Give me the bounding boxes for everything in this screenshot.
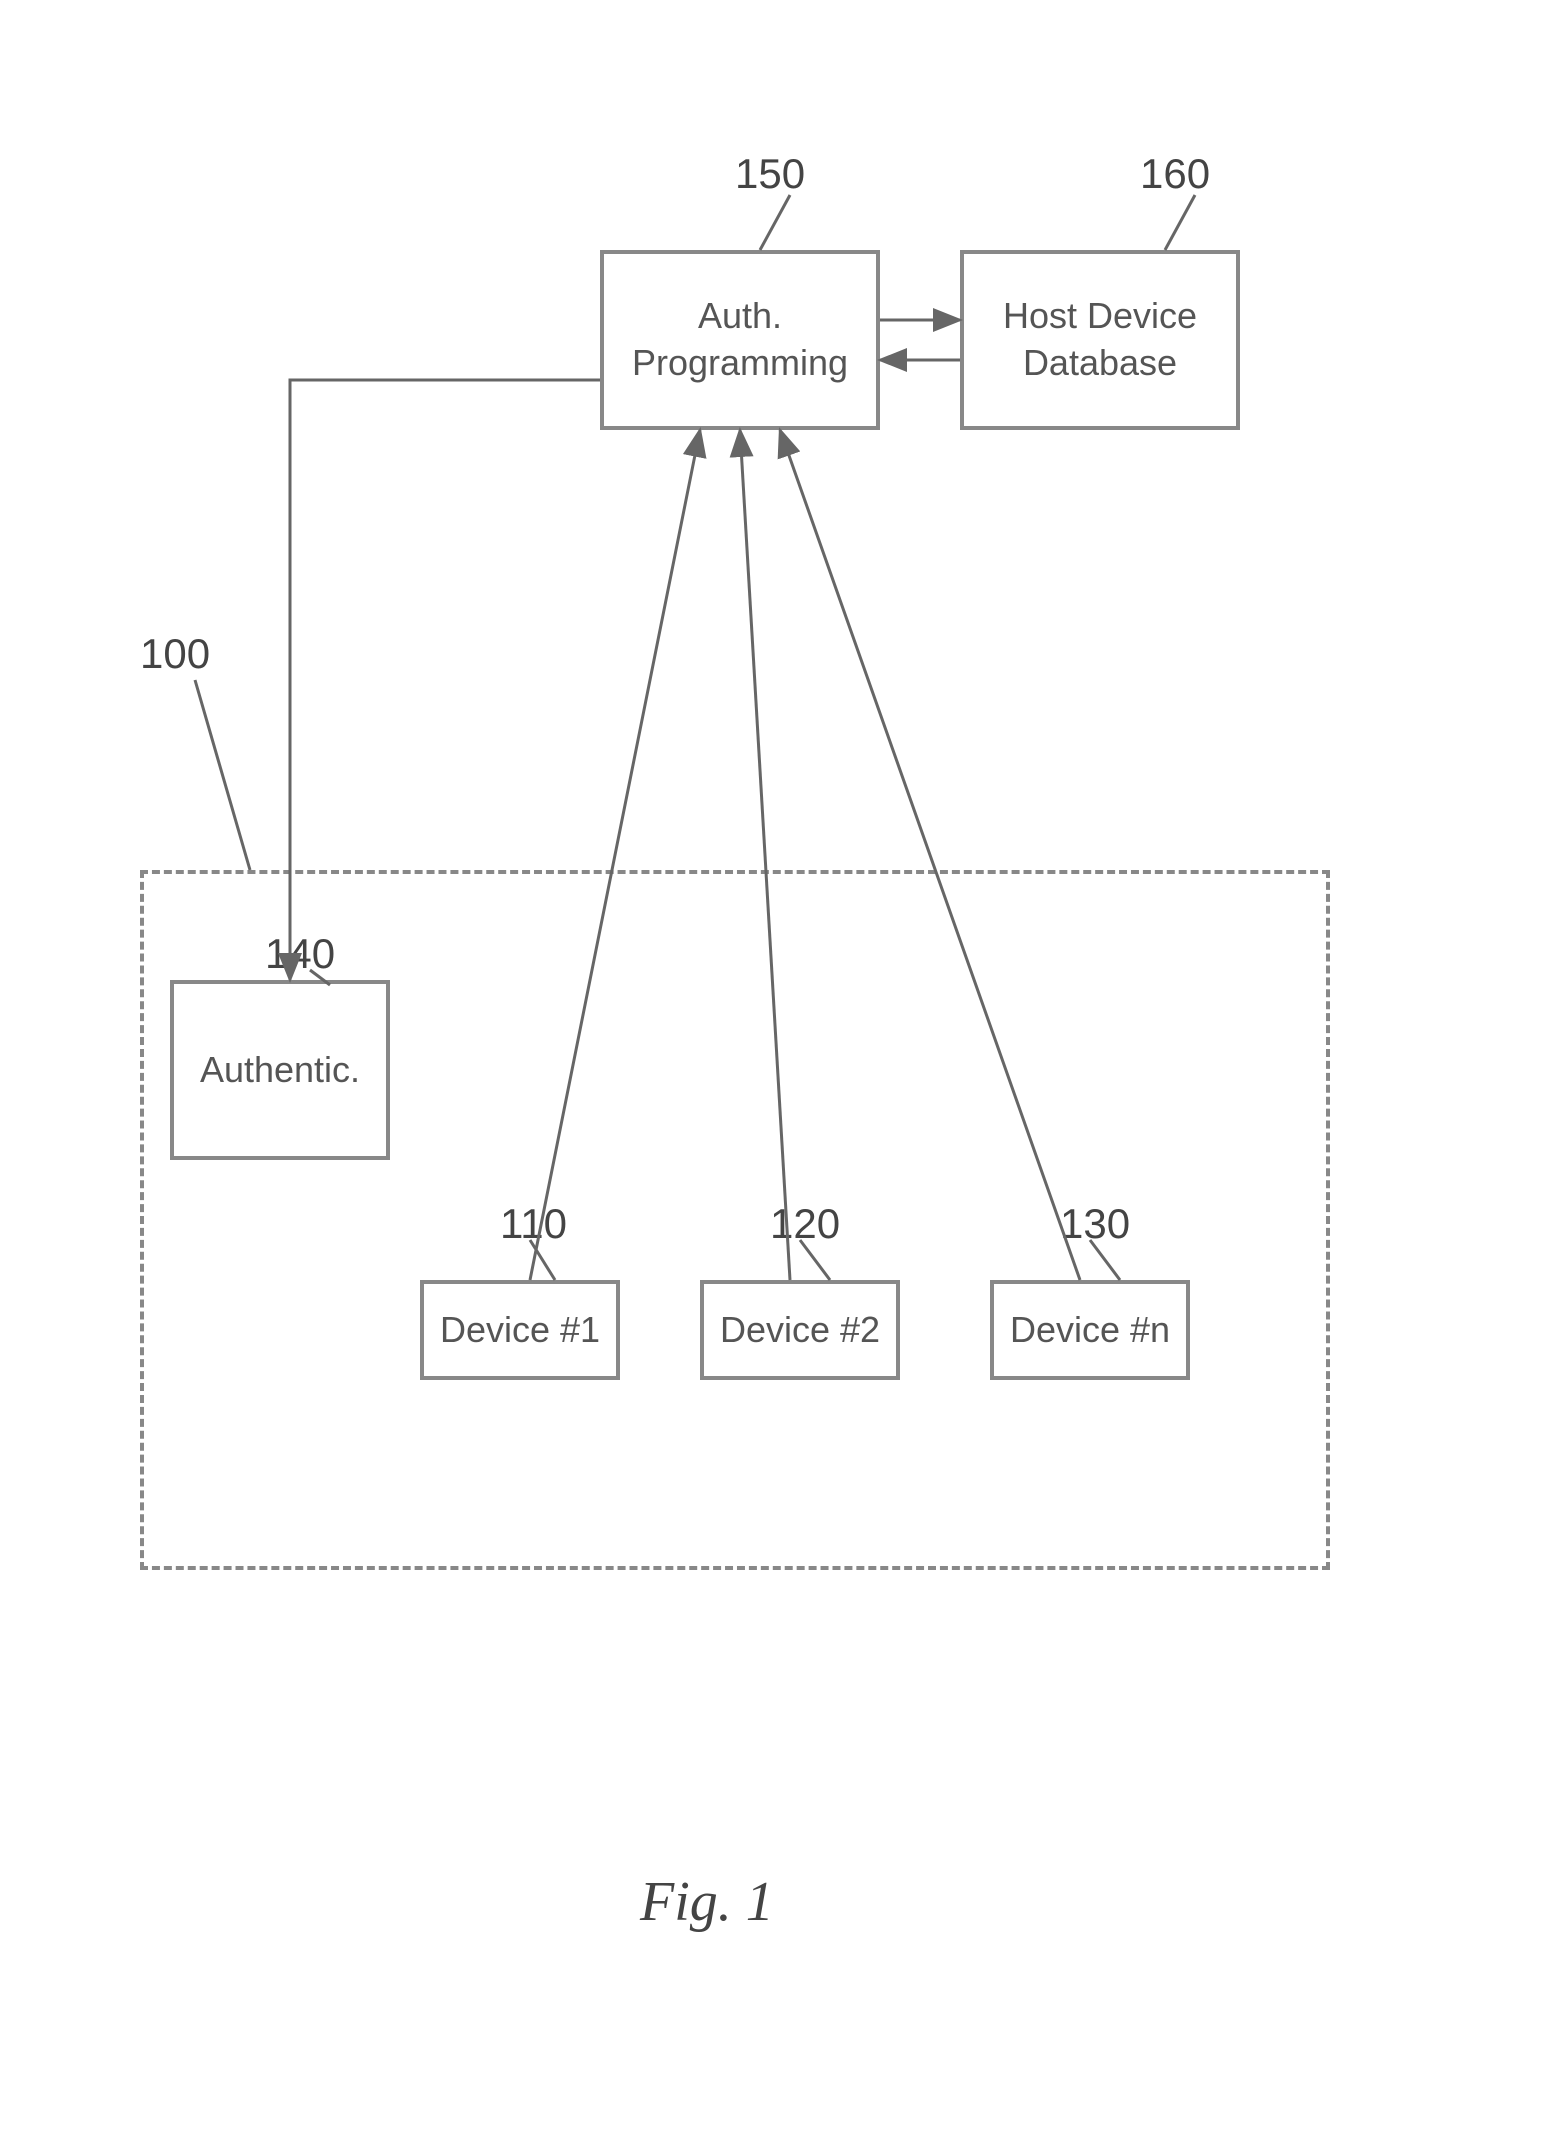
device-n-label: Device #n [1010, 1307, 1170, 1354]
host-device-db-box: Host DeviceDatabase [960, 250, 1240, 430]
ref-100: 100 [140, 630, 210, 678]
auth-programming-label: Auth.Programming [632, 293, 848, 387]
authentic-box: Authentic. [170, 980, 390, 1160]
figure-caption: Fig. 1 [640, 1870, 774, 1934]
diagram-container: Auth.Programming Host DeviceDatabase Aut… [0, 0, 1553, 2132]
ref-150: 150 [735, 150, 805, 198]
host-device-db-label: Host DeviceDatabase [1003, 293, 1197, 387]
device1-label: Device #1 [440, 1307, 600, 1354]
device-n-box: Device #n [990, 1280, 1190, 1380]
authentic-label: Authentic. [200, 1047, 360, 1094]
device2-box: Device #2 [700, 1280, 900, 1380]
ref-110: 110 [500, 1200, 567, 1248]
ref-140: 140 [265, 930, 335, 978]
auth-programming-box: Auth.Programming [600, 250, 880, 430]
ref-130: 130 [1060, 1200, 1130, 1248]
device1-box: Device #1 [420, 1280, 620, 1380]
ref-120: 120 [770, 1200, 840, 1248]
ref-160: 160 [1140, 150, 1210, 198]
device2-label: Device #2 [720, 1307, 880, 1354]
